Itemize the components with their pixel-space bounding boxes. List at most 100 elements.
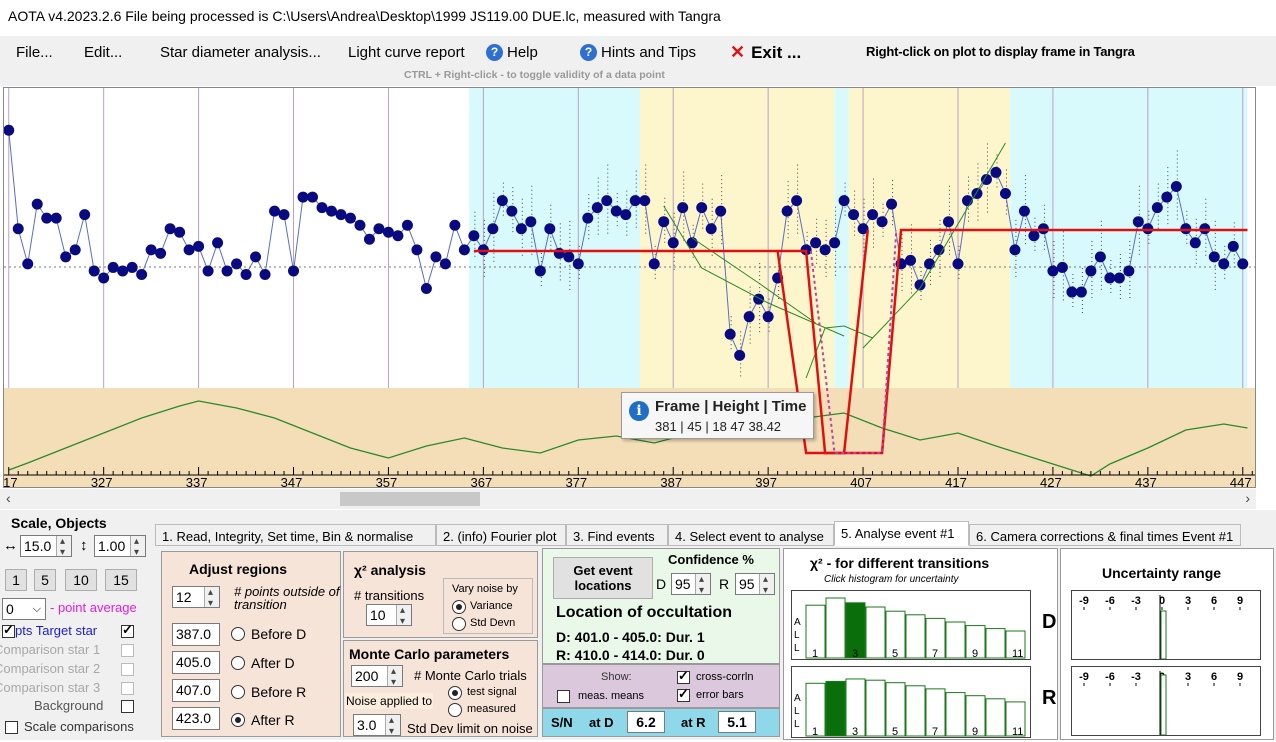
hist-r-bar [905, 685, 926, 737]
menu-hints[interactable]: ? Hints and Tips [580, 44, 696, 61]
scroll-left-icon[interactable]: ‹ [6, 490, 11, 506]
x-tick-label: 397 [755, 475, 777, 488]
data-point [1161, 191, 1173, 203]
comparison-star-2-checkbox[interactable] [121, 663, 134, 676]
spinner-arrows-icon[interactable] [130, 532, 145, 563]
after-d-radio[interactable] [231, 656, 245, 670]
scale-button-15[interactable]: 15 [105, 569, 137, 591]
before-d-radio[interactable] [231, 627, 245, 641]
tab-fourier-plot[interactable]: 2. (info) Fourier plot [436, 524, 566, 546]
comparison-star-3-checkbox[interactable] [121, 682, 134, 695]
scale-button-1[interactable]: 1 [5, 569, 27, 591]
spinner-arrows-icon[interactable] [56, 532, 71, 563]
points-outside-label: # points outside of transition [234, 584, 340, 612]
data-point [1237, 258, 1249, 270]
data-point [250, 251, 262, 263]
spinner-arrows-icon[interactable] [695, 570, 710, 601]
tab-camera-corrections[interactable]: 6. Camera corrections & final times Even… [969, 524, 1241, 546]
std-dev-limit-spinner[interactable]: 3.0 [353, 711, 401, 742]
test-signal-radio[interactable] [448, 686, 462, 700]
target-star-visible-checkbox[interactable] [121, 622, 134, 638]
urange-r-tick-label: -9 [1079, 671, 1089, 683]
spinner-arrows-icon[interactable] [385, 711, 400, 742]
meas-means-checkbox[interactable] [557, 690, 570, 703]
before-r-radio[interactable] [231, 685, 245, 699]
uncertainty-d-plot[interactable]: -9 -6 -3 0 3 6 9 [1071, 590, 1261, 660]
menu-file[interactable]: File... [16, 44, 53, 61]
menu-help[interactable]: ? Help [486, 44, 538, 61]
points-outside-spinner[interactable]: 12 [172, 583, 220, 614]
measured-radio[interactable] [448, 703, 462, 717]
chi2-histogram-d-canvas[interactable]: ALL 1 3 5 7 9 11 [792, 591, 1030, 660]
tab-find-events[interactable]: 3. Find events [566, 524, 668, 546]
after-r-radio[interactable] [231, 713, 245, 727]
menu-bar: File... Edit... Star diameter analysis..… [0, 36, 1276, 86]
tab-select-event[interactable]: 4. Select event to analyse [668, 524, 834, 546]
target-star-checkbox[interactable] [2, 622, 15, 638]
menu-light-curve-report[interactable]: Light curve report [348, 44, 465, 61]
tab-read-integrity[interactable]: 1. Read, Integrity, Set time, Bin & norm… [155, 524, 436, 546]
chi2-histogram-d[interactable]: A L L 1 3 5 7 9 11 [791, 590, 1031, 660]
data-point [753, 293, 765, 305]
confidence-d-value: 95 [675, 576, 691, 592]
hist-r-bar [865, 679, 886, 737]
scroll-right-icon[interactable]: › [1245, 490, 1250, 506]
monte-carlo-trials-spinner[interactable]: 200 [351, 662, 403, 693]
data-point [60, 251, 72, 263]
std-devn-radio[interactable] [452, 617, 466, 631]
data-point [468, 230, 480, 242]
spinner-arrows-icon[interactable] [396, 601, 411, 632]
v-scale-value: 1.00 [98, 538, 126, 554]
data-point [1170, 181, 1182, 193]
chi2-histogram-r[interactable]: A L L 1 3 5 7 9 11 [791, 666, 1031, 738]
menu-edit[interactable]: Edit... [84, 44, 123, 61]
horizontal-scale-spinner[interactable]: 15.0 [20, 532, 72, 563]
horizontal-scrollbar[interactable]: ‹ › [0, 489, 1256, 509]
menu-exit[interactable]: ✕ Exit ... [730, 42, 801, 63]
scale-comparisons-checkbox[interactable] [5, 721, 18, 734]
data-point [1142, 223, 1154, 235]
spinner-arrows-icon[interactable] [387, 662, 402, 693]
after-d-field[interactable]: 405.0 [172, 651, 220, 674]
point-average-select[interactable]: 0 ⌵ [2, 598, 46, 620]
background-checkbox[interactable] [121, 700, 134, 713]
spinner-arrows-icon[interactable] [204, 583, 219, 614]
uncertainty-title: Uncertainty range [1102, 565, 1222, 581]
scrollbar-thumb[interactable] [340, 492, 480, 506]
x-tick-label: 327 [91, 475, 113, 488]
variance-radio[interactable] [452, 600, 466, 614]
light-curve-plot[interactable]: 317 327 337 347 357 367 377 387 397 407 417 427 437 4… [3, 87, 1256, 488]
data-point [354, 219, 366, 231]
sn-at-r-label: at R [681, 715, 706, 730]
scale-button-5[interactable]: 5 [34, 569, 56, 591]
hist-d-bar [805, 604, 826, 659]
vertical-scale-spinner[interactable]: 1.00 [94, 532, 146, 563]
error-bars-checkbox[interactable] [677, 686, 690, 702]
transitions-spinner[interactable]: 10 [366, 601, 412, 632]
urange-d-tick-label: -9 [1079, 595, 1089, 607]
data-point [914, 279, 926, 291]
confidence-r-spinner[interactable]: 95 [735, 570, 775, 601]
data-point [1123, 265, 1135, 277]
confidence-d-spinner[interactable]: 95 [671, 570, 711, 601]
data-point [278, 209, 290, 221]
data-point [1151, 202, 1163, 214]
data-point [240, 268, 252, 280]
before-r-field[interactable]: 407.0 [172, 679, 220, 702]
data-point [1199, 223, 1211, 235]
menu-star-diameter[interactable]: Star diameter analysis... [160, 44, 321, 61]
tab-analyse-event[interactable]: 5. Analyse event #1 [834, 521, 969, 546]
get-event-locations-button[interactable]: Get event locations [553, 557, 653, 599]
menu-hints-label: Hints and Tips [601, 44, 697, 61]
before-d-field[interactable]: 387.0 [172, 623, 220, 646]
data-point [952, 258, 964, 270]
cross-corr-checkbox[interactable] [677, 668, 690, 684]
spinner-arrows-icon[interactable] [759, 570, 774, 601]
comparison-star-1-checkbox[interactable] [121, 644, 134, 657]
after-r-field[interactable]: 423.0 [172, 707, 220, 730]
menu-help-label: Help [507, 44, 538, 61]
scale-button-10[interactable]: 10 [65, 569, 97, 591]
location-panel: Get event locations Confidence % D 95 R … [542, 548, 780, 664]
